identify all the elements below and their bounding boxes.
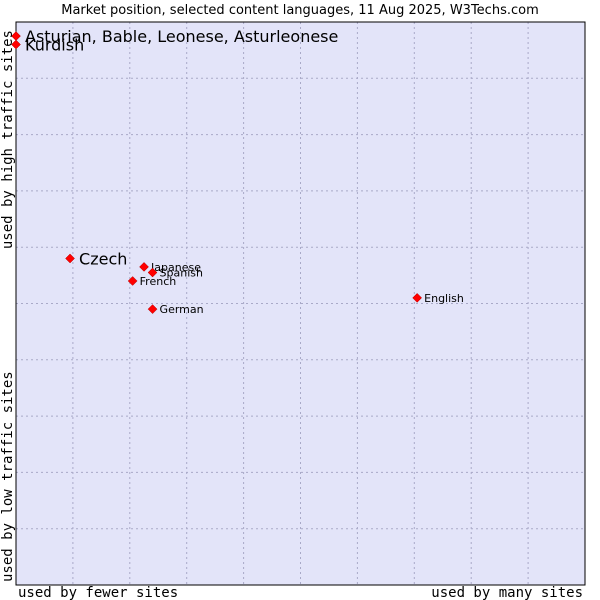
y-axis-label-top: used by high traffic sites — [0, 30, 16, 249]
point-marker — [65, 253, 75, 264]
point-label: English — [424, 292, 464, 305]
y-axis-label-bottom: used by low traffic sites — [0, 371, 16, 582]
data-point-czech: Czech — [65, 249, 127, 268]
x-axis-label-right: used by many sites — [431, 585, 583, 600]
plot-frame — [15, 21, 586, 586]
point-marker — [127, 276, 138, 286]
point-label: Kurdish — [25, 36, 84, 55]
point-marker — [147, 304, 158, 314]
point-marker — [147, 267, 158, 278]
data-point-german: German — [147, 303, 204, 316]
data-point-french: French — [127, 275, 177, 288]
data-point-asturian-bable-leonese-asturleonese: Asturian, Bable, Leonese, Asturleonese — [11, 27, 338, 46]
point-marker — [139, 262, 149, 272]
data-point-english: English — [412, 292, 464, 305]
data-points: Asturian, Bable, Leonese, AsturleoneseKu… — [11, 27, 464, 316]
point-label: French — [140, 275, 177, 288]
point-label: Spanish — [160, 267, 203, 280]
point-marker — [11, 39, 21, 50]
grid-lines — [16, 22, 585, 585]
data-point-japanese: Japanese — [139, 261, 201, 274]
data-point-spanish: Spanish — [147, 267, 203, 280]
x-axis-label-left: used by fewer sites — [18, 585, 178, 600]
point-label: Czech — [79, 249, 127, 268]
point-label: German — [160, 303, 204, 316]
point-label: Asturian, Bable, Leonese, Asturleonese — [25, 27, 338, 46]
point-label: Japanese — [150, 261, 201, 274]
data-point-kurdish: Kurdish — [11, 36, 84, 55]
chart-title: Market position, selected content langua… — [61, 3, 539, 18]
point-marker — [412, 293, 422, 303]
